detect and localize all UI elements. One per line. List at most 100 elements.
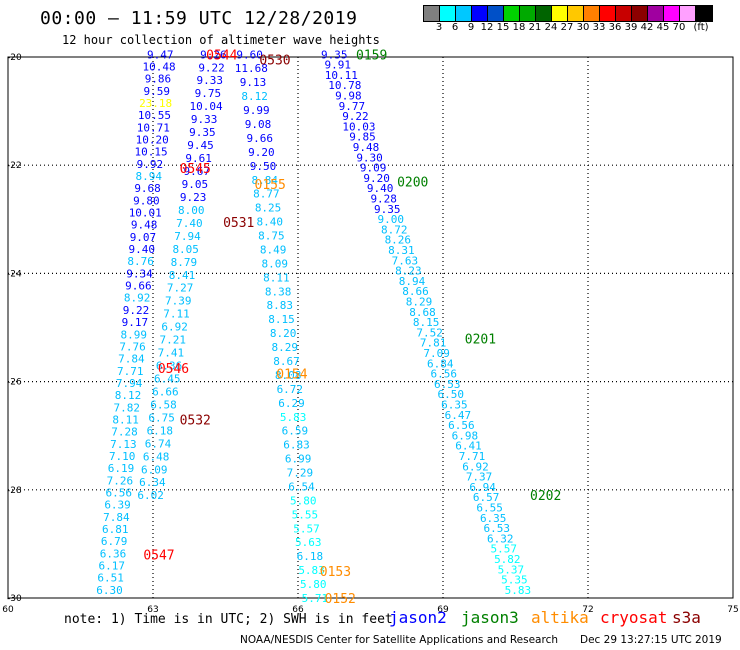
- swh-data-label: 8.94: [399, 275, 426, 288]
- legend-item-altika: altika: [531, 608, 589, 627]
- y-tick-label: -22: [7, 161, 22, 171]
- x-tick-label: 72: [582, 605, 593, 615]
- swh-data-label: 7.39: [165, 295, 192, 308]
- swh-data-label: 7.71: [459, 450, 486, 463]
- swh-data-label: 6.92: [161, 321, 188, 334]
- swh-data-label: 9.34: [126, 267, 153, 280]
- chart-subtitle: 12 hour collection of altimeter wave hei…: [62, 33, 380, 47]
- swh-data-label: 6.19: [108, 462, 135, 475]
- swh-data-label: 6.29: [278, 397, 305, 410]
- y-tick-label: -20: [7, 53, 22, 63]
- pass-time-label: 0544: [206, 48, 237, 63]
- colorbar-swatch: [648, 6, 664, 21]
- swh-data-label: 8.05: [172, 243, 199, 256]
- swh-data-label: 8.67: [273, 355, 300, 368]
- swh-data-label: 8.84: [251, 174, 278, 187]
- swh-data-label: 6.74: [145, 437, 172, 450]
- swh-data-label: 9.05: [182, 178, 209, 191]
- swh-data-label: 9.66: [246, 132, 273, 145]
- swh-data-label: 9.40: [129, 243, 156, 256]
- swh-data-label: 5.80: [300, 578, 327, 591]
- colorbar-swatch: [616, 6, 632, 21]
- swh-data-label: 7.52: [416, 326, 443, 339]
- swh-data-label: 8.00: [178, 204, 205, 217]
- swh-data-label: 9.17: [122, 316, 149, 329]
- swh-data-label: 8.12: [115, 389, 142, 402]
- swh-data-label: 10.78: [328, 79, 361, 92]
- swh-data-label: 10.20: [136, 134, 169, 147]
- footer-note: note: 1) Time is in UTC; 2) SWH is in fe…: [64, 612, 393, 627]
- swh-data-label: 6.92: [462, 460, 489, 473]
- swh-data-label: 9.08: [245, 118, 272, 131]
- pass-time-label: 0159: [356, 48, 387, 63]
- swh-data-label: 8.11: [112, 413, 139, 426]
- x-tick-label: 75: [727, 605, 738, 615]
- colorbar-tick-label: 33: [592, 22, 606, 33]
- swh-data-label: 8.26: [385, 234, 412, 247]
- swh-data-label: 8.25: [255, 202, 282, 215]
- pass-time-label: 0547: [143, 549, 174, 564]
- swh-data-label: 9.26: [200, 48, 227, 61]
- swh-data-label: 8.49: [260, 243, 287, 256]
- pass-time-label: 0200: [397, 175, 428, 190]
- colorbar-swatch: [440, 6, 456, 21]
- swh-data-label: 5.83: [298, 564, 325, 577]
- legend-item-s3a: s3a: [672, 608, 701, 627]
- y-tick-label: -28: [7, 486, 22, 496]
- swh-data-label: 9.22: [198, 61, 225, 74]
- swh-data-label: 9.80: [133, 194, 160, 207]
- colorbar-swatch: [632, 6, 648, 21]
- swh-data-label: 9.75: [195, 87, 222, 100]
- swh-data-label: 5.83: [280, 411, 307, 424]
- swh-data-label: 9.66: [125, 280, 152, 293]
- swh-data-label: 6.18: [297, 550, 324, 563]
- plot-frame: [7, 56, 734, 599]
- colorbar-tick-label: 27: [560, 22, 574, 33]
- swh-data-label: 5.57: [491, 543, 518, 556]
- swh-data-label: 9.33: [191, 113, 218, 126]
- swh-data-label: 9.33: [196, 74, 223, 87]
- x-tick-label: 69: [437, 605, 449, 615]
- swh-data-label: 9.92: [137, 158, 164, 171]
- y-tick-label: -24: [7, 269, 22, 279]
- swh-data-label: 7.37: [466, 471, 493, 484]
- colorbar-swatch: [680, 6, 696, 21]
- colorbar-tick-label: 9: [467, 22, 475, 33]
- x-tick-label: 66: [292, 605, 304, 615]
- swh-data-label: 9.35: [321, 48, 348, 61]
- colorbar-swatch: [664, 6, 680, 21]
- x-tick-label: 63: [147, 605, 158, 615]
- swh-data-label: 9.77: [339, 100, 366, 113]
- swh-data-label: 9.59: [144, 85, 171, 98]
- swh-data-label: 6.09: [141, 463, 168, 476]
- colorbar-swatch: [568, 6, 584, 21]
- swh-data-label: 7.82: [114, 401, 141, 414]
- swh-data-label: 7.84: [103, 511, 130, 524]
- swh-data-label: 8.09: [262, 257, 289, 270]
- swh-data-label: 7.26: [107, 474, 134, 487]
- swh-data-label: 7.29: [287, 467, 314, 480]
- swh-data-label: 11.68: [235, 62, 268, 75]
- swh-data-label: 5.83: [505, 584, 532, 597]
- swh-data-label: 9.30: [356, 151, 383, 164]
- swh-data-label: 7.10: [109, 450, 136, 463]
- swh-data-label: 9.23: [180, 191, 207, 204]
- swh-data-label: 10.01: [129, 207, 162, 220]
- pass-time-label: 0152: [325, 592, 356, 607]
- colorbar-tick-label: 45: [656, 22, 670, 33]
- swh-data-label: 6.32: [487, 532, 514, 545]
- swh-data-label: 6.47: [445, 409, 472, 422]
- swh-data-label: 6.56: [105, 487, 132, 500]
- swh-data-label: 6.34: [139, 476, 166, 489]
- colorbar-tick-label: 21: [528, 22, 542, 33]
- swh-data-label: 9.45: [187, 139, 214, 152]
- pass-time-label: 0546: [158, 362, 189, 377]
- colorbar-swatch: [536, 6, 552, 21]
- colorbar-swatch: [552, 6, 568, 21]
- swh-data-label: 5.71: [302, 592, 329, 605]
- swh-data-label: 5.82: [494, 553, 521, 566]
- swh-data-label: 9.91: [325, 59, 352, 72]
- pass-time-label: 0153: [320, 565, 351, 580]
- colorbar-tick-label: 12: [480, 22, 494, 33]
- swh-data-label: 9.50: [250, 160, 277, 173]
